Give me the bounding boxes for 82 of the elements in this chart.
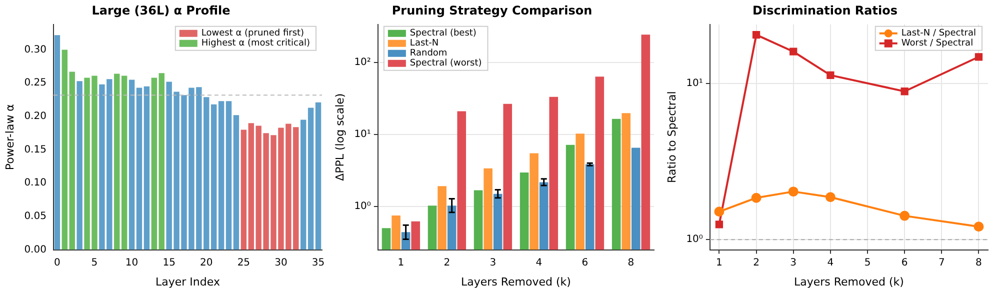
bar (240, 130, 247, 250)
x-axis-title: Layers Removed (k) (460, 275, 571, 288)
y-tick-label: 0.05 (24, 211, 46, 222)
point (788, 186, 798, 197)
point (974, 53, 983, 61)
bar (300, 120, 306, 250)
bar (76, 81, 82, 250)
y-tick-label: 0.10 (24, 178, 46, 189)
y-tick-label: 0.20 (24, 111, 46, 122)
x-axis-title: Layers Removed (k) (794, 275, 904, 288)
point (974, 222, 984, 232)
x-tick-label: 10 (125, 257, 138, 268)
y-tick-label: 10¹ (354, 129, 371, 140)
bar (62, 50, 68, 250)
legend-label: Last-N / Spectral (901, 28, 976, 39)
x-tick-label: 1 (398, 257, 404, 268)
legend-label: Last-N (410, 38, 439, 49)
x-tick-label: 3 (790, 257, 797, 268)
x-tick-label: 3 (490, 257, 496, 268)
chart-title: Pruning Strategy Comparison (392, 3, 592, 18)
point (751, 192, 762, 203)
y-tick-label: 10¹ (686, 78, 703, 90)
bar (114, 74, 120, 250)
x-tick-label: 15 (162, 257, 176, 268)
x-tick-label: 7 (938, 257, 945, 268)
x-tick-label: 8 (628, 257, 634, 268)
x-tick-label: 4 (827, 257, 834, 268)
bar (121, 76, 128, 250)
x-axis-title: Layer Index (156, 275, 220, 288)
y-axis-title: Power-law α (3, 104, 16, 170)
bar (69, 72, 75, 250)
bar (128, 80, 135, 250)
y-tick-label: 10² (354, 57, 371, 68)
bar (136, 88, 142, 250)
legend-label: Spectral (best) (410, 28, 476, 39)
bar (210, 104, 217, 250)
y-tick-label: 0.00 (24, 244, 46, 256)
y-tick-label: 0.30 (24, 44, 46, 56)
point (900, 210, 910, 221)
x-tick-label: 0 (54, 257, 60, 268)
x-tick-label: 2 (753, 257, 760, 268)
y-axis-title: ΔPPL (log scale) (333, 93, 346, 181)
bar (144, 86, 150, 250)
point (752, 30, 760, 39)
point (715, 220, 724, 228)
y-axis-title: Ratio to Spectral (665, 91, 678, 183)
bar (218, 101, 224, 250)
legend-label: Worst / Spectral (901, 38, 974, 49)
y-tick-label: 10⁰ (354, 201, 371, 212)
point (826, 71, 834, 80)
legend-label: Highest α (most critical) (201, 38, 310, 49)
bar (54, 35, 60, 250)
x-tick-label: 6 (901, 257, 908, 268)
x-tick-label: 25 (237, 257, 250, 268)
legend-label: Random (410, 48, 448, 59)
bar (308, 108, 314, 250)
legend-label: Lowest α (pruned first) (201, 28, 304, 39)
x-tick-label: 6 (582, 257, 588, 268)
x-tick-label: 8 (976, 257, 982, 268)
legend-label: Spectral (worst) (410, 58, 482, 69)
x-tick-label: 1 (716, 257, 722, 268)
bar (315, 102, 322, 250)
bar (151, 78, 158, 250)
point (825, 192, 836, 202)
chart-title: Discrimination Ratios (752, 3, 898, 18)
x-tick-label: 35 (312, 257, 325, 268)
x-tick-label: 4 (536, 257, 542, 268)
chart-title: Large (36L) α Profile (92, 3, 230, 18)
y-tick-label: 10⁰ (686, 234, 703, 246)
point (714, 206, 724, 217)
bar (158, 73, 164, 250)
bar (226, 101, 232, 250)
y-tick-label: 0.15 (24, 144, 46, 156)
x-tick-label: 5 (91, 257, 98, 268)
point (790, 48, 798, 56)
x-tick-label: 20 (200, 257, 213, 268)
x-tick-label: 30 (274, 257, 288, 268)
x-tick-label: 2 (444, 257, 450, 268)
y-tick-label: 0.25 (24, 78, 46, 89)
point (900, 88, 908, 96)
bar (233, 115, 240, 250)
x-tick-label: 5 (864, 257, 871, 268)
